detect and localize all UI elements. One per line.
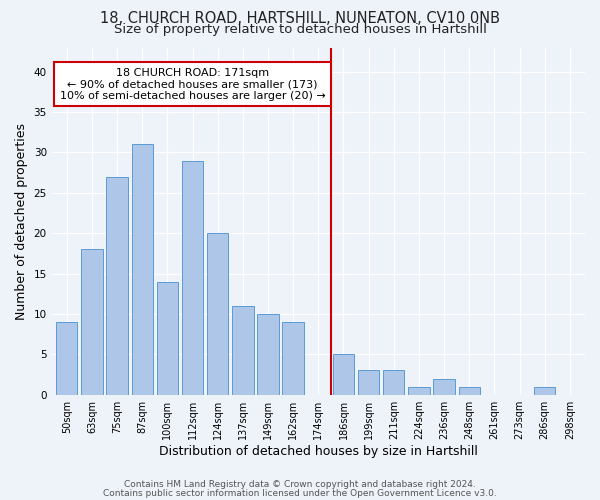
Bar — [534, 386, 556, 394]
Bar — [232, 306, 254, 394]
Text: Contains HM Land Registry data © Crown copyright and database right 2024.: Contains HM Land Registry data © Crown c… — [124, 480, 476, 489]
Bar — [257, 314, 279, 394]
Bar — [383, 370, 404, 394]
Text: 18, CHURCH ROAD, HARTSHILL, NUNEATON, CV10 0NB: 18, CHURCH ROAD, HARTSHILL, NUNEATON, CV… — [100, 11, 500, 26]
Bar — [182, 160, 203, 394]
Text: 18 CHURCH ROAD: 171sqm
← 90% of detached houses are smaller (173)
10% of semi-de: 18 CHURCH ROAD: 171sqm ← 90% of detached… — [59, 68, 325, 101]
Bar — [333, 354, 354, 395]
Bar — [131, 144, 153, 394]
Text: Contains public sector information licensed under the Open Government Licence v3: Contains public sector information licen… — [103, 488, 497, 498]
Y-axis label: Number of detached properties: Number of detached properties — [15, 122, 28, 320]
Bar — [106, 176, 128, 394]
Bar — [358, 370, 379, 394]
Bar — [433, 378, 455, 394]
Bar — [56, 322, 77, 394]
Bar — [283, 322, 304, 394]
Bar — [81, 250, 103, 394]
Bar — [408, 386, 430, 394]
X-axis label: Distribution of detached houses by size in Hartshill: Distribution of detached houses by size … — [159, 444, 478, 458]
Bar — [207, 233, 229, 394]
Bar — [458, 386, 480, 394]
Text: Size of property relative to detached houses in Hartshill: Size of property relative to detached ho… — [113, 22, 487, 36]
Bar — [157, 282, 178, 395]
